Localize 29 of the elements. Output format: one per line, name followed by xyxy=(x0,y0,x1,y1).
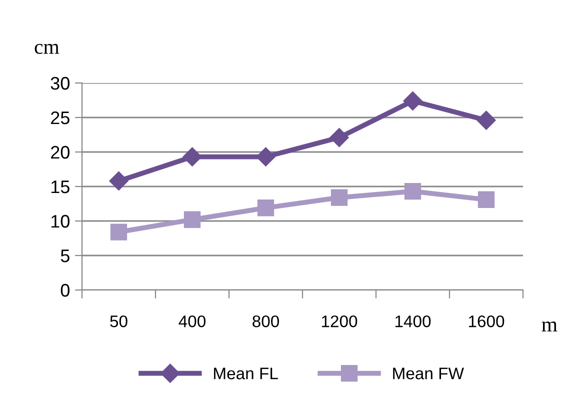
y-tick-label: 20 xyxy=(51,146,70,159)
x-axis-title: m xyxy=(542,322,558,332)
point xyxy=(184,211,201,228)
point xyxy=(110,224,128,240)
x-tick-label: 1600 xyxy=(468,315,504,328)
x-tick-label: 400 xyxy=(178,315,206,328)
y-tick-label: 10 xyxy=(51,214,70,228)
point xyxy=(478,191,495,208)
point xyxy=(330,128,349,148)
y-tick-label: 5 xyxy=(60,250,70,262)
point xyxy=(182,147,202,166)
point xyxy=(404,182,422,200)
x-tick-label: 800 xyxy=(252,315,280,328)
y-tick-label: 0 xyxy=(60,284,70,297)
x-tick-label: 50 xyxy=(110,315,128,328)
y-tick-label: 25 xyxy=(51,111,70,124)
x-tick-label: 1200 xyxy=(322,315,358,328)
point xyxy=(476,110,496,130)
point xyxy=(330,189,348,206)
legend-label: Mean FL xyxy=(214,368,278,380)
point xyxy=(403,91,422,110)
y-tick-label: 30 xyxy=(50,76,70,90)
point xyxy=(257,200,274,216)
point xyxy=(256,147,276,166)
legend-label: Mean FW xyxy=(393,368,464,380)
y-tick-label: 15 xyxy=(51,180,70,194)
y-axis-title: cm xyxy=(34,44,60,54)
point xyxy=(109,171,128,191)
x-tick-label: 1400 xyxy=(395,315,431,328)
